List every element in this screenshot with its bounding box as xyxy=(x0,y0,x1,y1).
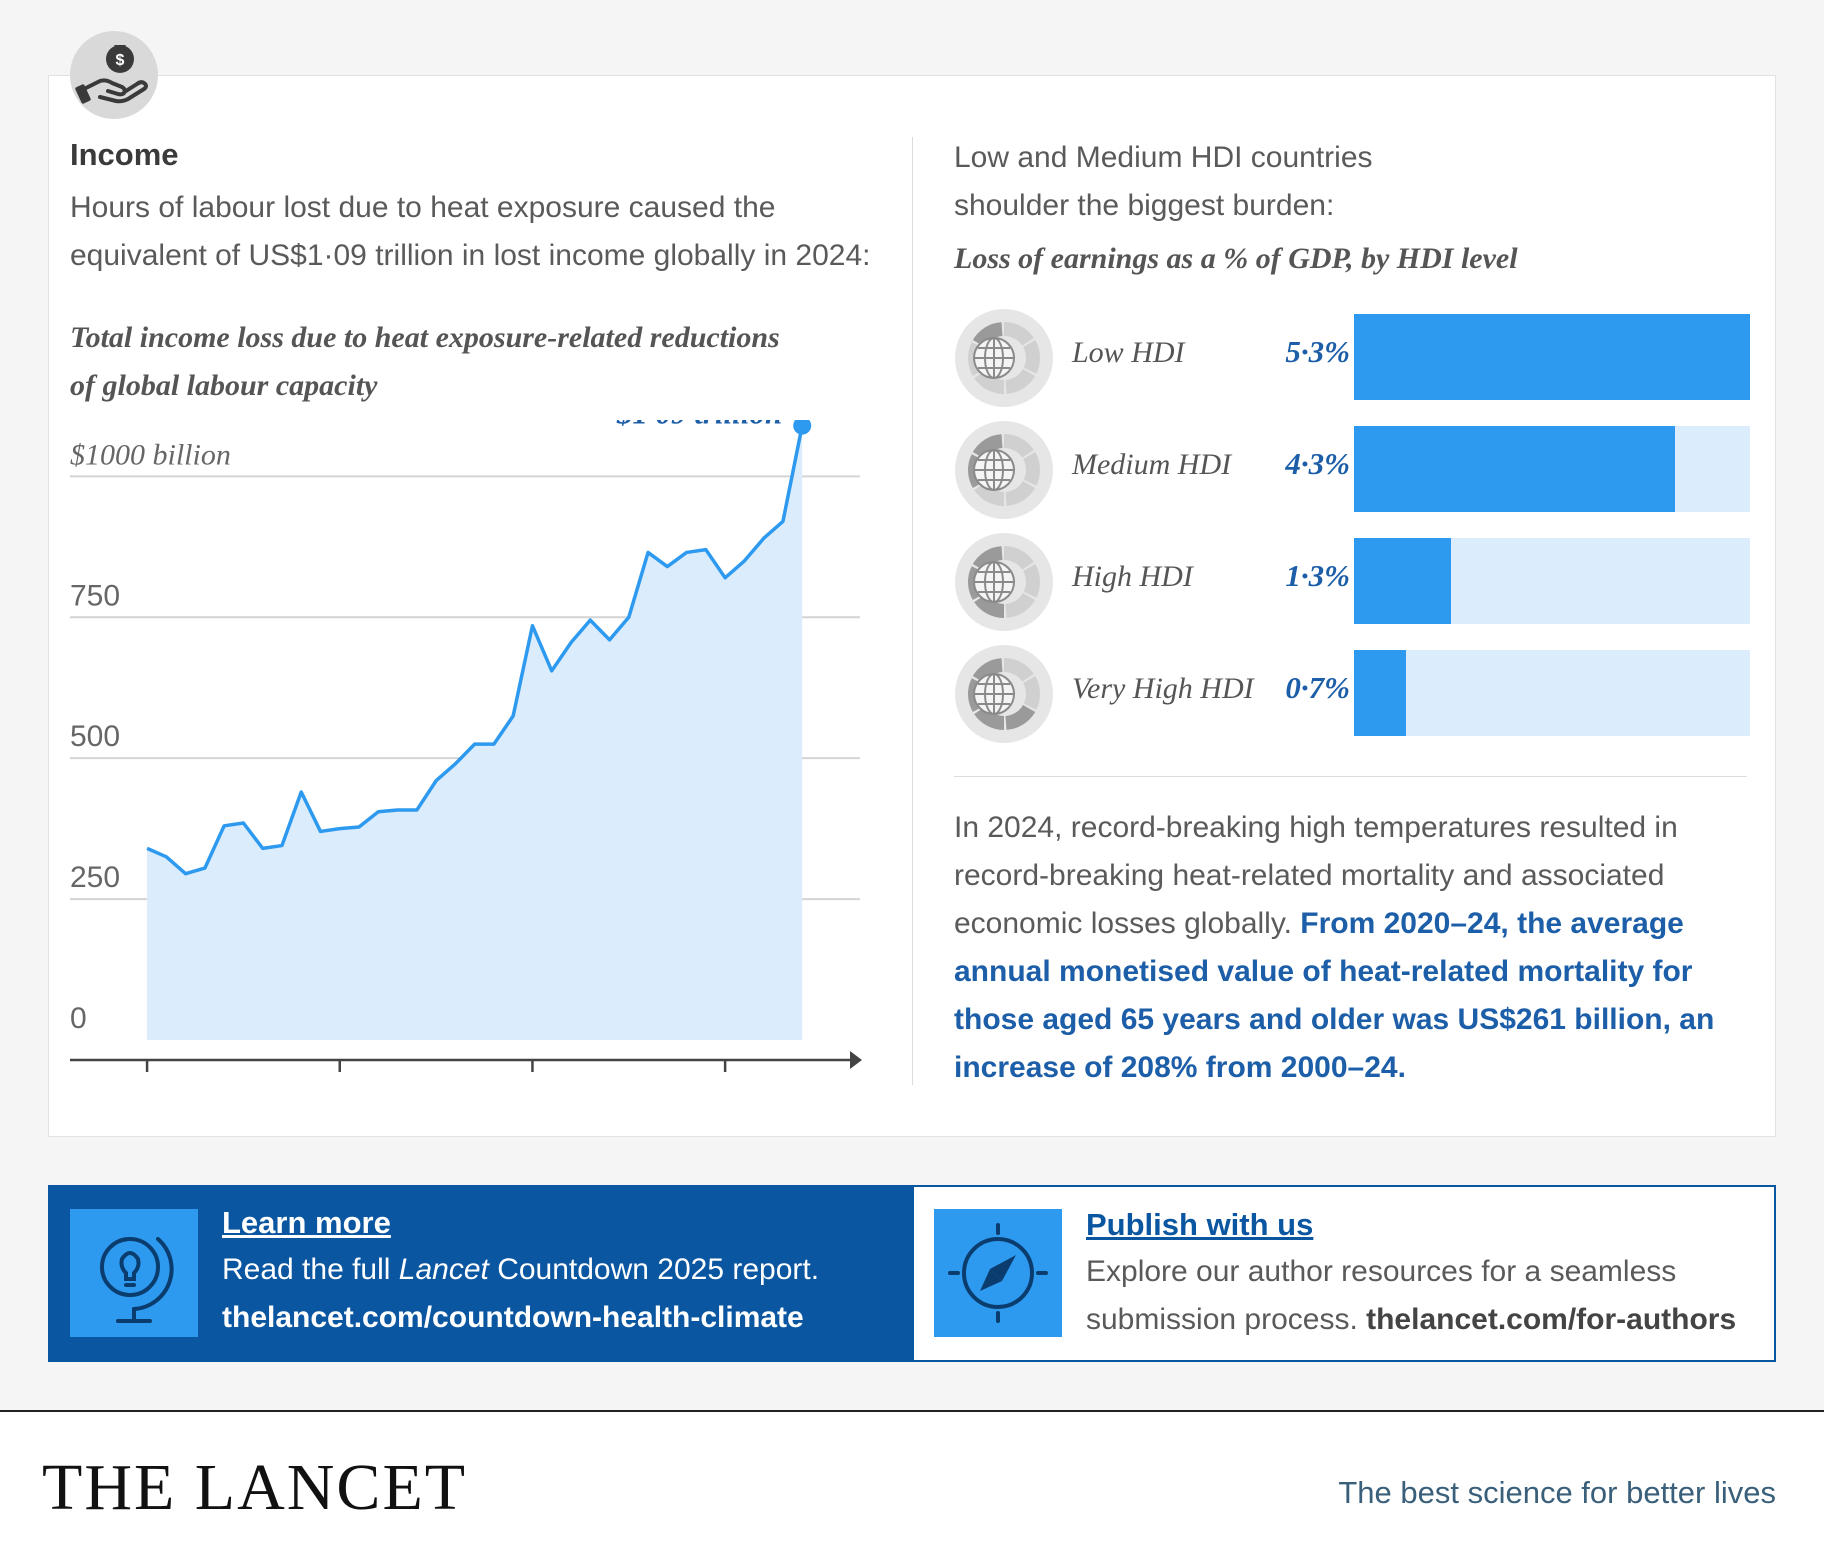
publish-description-text: submission process. xyxy=(1086,1303,1367,1336)
hdi-heading: Low and Medium HDI countries shoulder th… xyxy=(954,141,1373,222)
hdi-bar xyxy=(1354,650,1407,736)
svg-text:$: $ xyxy=(116,52,125,69)
latest-value-annotation: $1·09 trillion xyxy=(616,420,782,431)
section-divider xyxy=(954,776,1747,777)
learn-more-text-before: Read the full xyxy=(222,1253,399,1286)
hdi-category-label: High HDI xyxy=(1072,560,1193,593)
learn-more-description: Read the full Lancet Countdown 2025 repo… xyxy=(222,1253,819,1287)
hdi-bar-track xyxy=(1354,650,1750,736)
compass-icon xyxy=(934,1209,1062,1337)
summary-highlight: From 2020–24, the average annual monetis… xyxy=(954,907,1715,1084)
hdi-bar-track xyxy=(1354,314,1750,400)
hdi-bar-track xyxy=(1354,538,1750,624)
footer: THE LANCET The best science for better l… xyxy=(0,1412,1824,1541)
hdi-category-label: Very High HDI xyxy=(1072,672,1254,705)
y-tick-label: $1000 billion xyxy=(70,438,231,471)
countdown-url-link[interactable]: thelancet.com/countdown-health-climate xyxy=(222,1301,804,1334)
income-loss-area-chart: $1·09 trillion1990200020102020$1000 bill… xyxy=(70,420,862,1072)
globe-gauge-icon xyxy=(954,532,1054,632)
tagline: The best science for better lives xyxy=(1338,1475,1776,1510)
area-fill xyxy=(147,425,803,1040)
hdi-row: Very High HDI 0·7% xyxy=(954,644,1754,744)
learn-more-panel[interactable]: Learn more Read the full Lancet Countdow… xyxy=(48,1185,912,1362)
column-divider xyxy=(912,137,913,1085)
x-axis-arrow xyxy=(850,1051,862,1069)
hdi-bar xyxy=(1354,538,1452,624)
y-tick-label: 0 xyxy=(70,1002,87,1035)
footer-rule xyxy=(0,1410,1824,1412)
latest-value-marker xyxy=(793,420,812,435)
learn-more-text-italic: Lancet xyxy=(398,1253,489,1286)
hdi-bar xyxy=(1354,314,1750,400)
hdi-category-label: Low HDI xyxy=(1072,336,1185,369)
hdi-row: Low HDI 5·3% xyxy=(954,308,1754,408)
money-bag-hand-icon: $ xyxy=(70,31,158,119)
y-tick-label: 250 xyxy=(70,861,120,894)
income-lead: Hours of labour lost due to heat exposur… xyxy=(70,191,871,272)
y-tick-label: 500 xyxy=(70,720,120,753)
globe-gauge-icon xyxy=(954,308,1054,408)
learn-more-link[interactable]: Learn more xyxy=(222,1205,391,1240)
publish-panel[interactable]: Publish with us Explore our author resou… xyxy=(912,1185,1776,1362)
bar-chart-title: Loss of earnings as a % of GDP, by HDI l… xyxy=(954,242,1518,275)
summary-plain: In 2024, record-breaking high temperatur… xyxy=(954,811,1678,940)
publish-description-line2: submission process. thelancet.com/for-au… xyxy=(1086,1303,1736,1337)
hdi-row: High HDI 1·3% xyxy=(954,532,1754,632)
hdi-value-label: 1·3% xyxy=(1285,558,1350,593)
globe-gauge-icon xyxy=(954,644,1054,744)
hdi-category-label: Medium HDI xyxy=(1072,448,1232,481)
the-lancet-logo[interactable]: THE LANCET xyxy=(42,1451,468,1524)
publish-with-us-link[interactable]: Publish with us xyxy=(1086,1207,1314,1242)
hdi-value-label: 0·7% xyxy=(1285,670,1350,705)
authors-url-link[interactable]: thelancet.com/for-authors xyxy=(1366,1303,1737,1336)
series-line xyxy=(146,425,804,876)
y-tick-label: 750 xyxy=(70,579,120,612)
hdi-value-label: 5·3% xyxy=(1285,334,1350,369)
hdi-bar xyxy=(1354,426,1676,512)
hdi-bar-track xyxy=(1354,426,1750,512)
publish-description-line1: Explore our author resources for a seaml… xyxy=(1086,1255,1677,1288)
globe-gauge-icon xyxy=(954,420,1054,520)
hdi-row: Medium HDI 4·3% xyxy=(954,420,1754,520)
summary-text: In 2024, record-breaking high temperatur… xyxy=(954,804,1754,1092)
globe-lightbulb-icon xyxy=(70,1209,198,1337)
income-title: Income xyxy=(70,137,179,172)
line-chart-title: Total income loss due to heat exposure-r… xyxy=(70,321,780,402)
hdi-value-label: 4·3% xyxy=(1285,446,1350,481)
learn-more-text-after: Countdown 2025 report. xyxy=(488,1253,820,1286)
